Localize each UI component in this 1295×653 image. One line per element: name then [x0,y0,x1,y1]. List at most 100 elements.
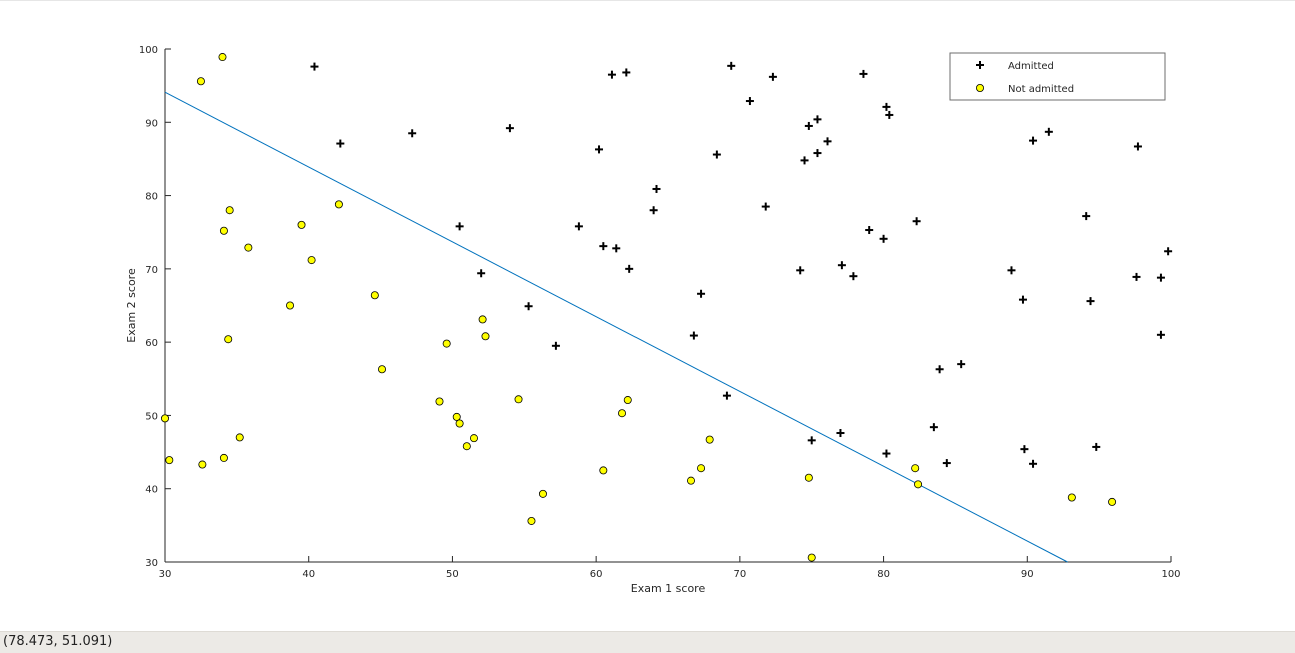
admitted-point [551,341,560,350]
admitted-point [1007,266,1016,275]
admitted-point [1044,127,1053,136]
decision-boundary-line [164,91,1068,563]
admitted-point [804,121,813,130]
not-admitted-point [297,220,306,229]
not-admitted-point [160,414,169,423]
admitted-point [882,449,891,458]
not-admitted-point [452,412,461,421]
x-tick-label: 30 [159,569,172,580]
admitted-point [727,61,736,70]
admitted-point [912,217,921,226]
admitted-point [1018,295,1027,304]
y-tick-label: 90 [145,118,158,129]
admitted-point [1029,136,1038,145]
not-admitted-point [914,480,923,489]
admitted-point [796,266,805,275]
not-admitted-point [307,256,316,265]
not-admitted-point [224,335,233,344]
x-tick-label: 90 [1021,569,1034,580]
not-admitted-point [218,53,227,62]
not-admitted-point [334,200,343,209]
admitted-point [612,244,621,253]
admitted-point [599,242,608,251]
admitted-point [607,70,616,79]
not-admitted-point [219,453,228,462]
y-tick-label: 40 [145,485,158,496]
not-admitted-point [697,464,706,473]
admitted-point [712,150,721,159]
admitted-point [622,68,631,77]
not-admitted-point [435,397,444,406]
axes: 30 40 50 60 70 80 90 100 30 40 50 60 70 80 90 100 [139,45,1181,580]
decision-boundary-layer [164,91,1068,563]
admitted-point [879,234,888,243]
admitted-point [595,145,604,154]
admitted-point [1029,459,1038,468]
admitted-point [524,302,533,311]
not-admitted-point [527,516,536,525]
not-admitted-point [244,243,253,252]
legend-marker-not-admitted [976,84,985,93]
not-admitted-point [478,315,487,324]
admitted-point [1020,445,1029,454]
admitted-point [957,360,966,369]
not-admitted-point [165,456,174,465]
y-tick-label: 100 [139,45,158,56]
admitted-point [1156,273,1165,282]
admitted-point [885,110,894,119]
scatter-plot: 30 40 50 60 70 80 90 100 30 40 50 60 70 80 90 100 Exam … [125,45,1181,595]
y-tick-label: 70 [145,265,158,276]
admitted-point [336,139,345,148]
admitted-point [859,69,868,78]
x-tick-label: 70 [733,569,746,580]
data-points [160,53,1173,562]
legend-box [949,52,1166,101]
not-admitted-point [1108,497,1117,506]
figure-window: 30 40 50 60 70 80 90 100 30 40 50 60 70 80 90 100 Exam … [0,0,1295,595]
admitted-point [813,149,822,158]
admitted-point [477,269,486,278]
not-admitted-point [804,473,813,482]
admitted-point [800,156,809,165]
admitted-point [649,206,658,215]
y-tick-label: 50 [145,411,158,422]
legend[interactable]: Admitted Not admitted [949,52,1166,101]
not-admitted-point [370,291,379,300]
admitted-point [1092,442,1101,451]
admitted-point [574,222,583,231]
admitted-point [408,129,417,138]
admitted-point [807,436,816,445]
admitted-point [697,289,706,298]
admitted-point [837,261,846,270]
admitted-point [310,62,319,71]
admitted-point [768,72,777,81]
admitted-point [849,272,858,281]
admitted-point [1156,330,1165,339]
legend-plus-icon [976,61,984,69]
not-admitted-point [514,395,523,404]
admitted-point [823,137,832,146]
not-admitted-point [462,442,471,451]
admitted-point [1132,272,1141,281]
not-admitted-point [196,77,205,86]
admitted-point [935,365,944,374]
not-admitted-point [618,409,627,418]
not-admitted-point [225,206,234,215]
not-admitted-point [705,435,714,444]
not-admitted-point [807,553,816,562]
admitted-point [761,202,770,211]
legend-marker-admitted [976,61,984,69]
admitted-point [455,222,464,231]
y-axis-label: Exam 2 score [125,268,138,343]
cursor-coordinates: (78.473, 51.091) [3,634,113,649]
not-admitted-point [481,332,490,341]
admitted-point [1086,297,1095,306]
admitted-point [689,331,698,340]
admitted-point [625,264,634,273]
x-axis-label: Exam 1 score [631,582,706,595]
y-tick-label: 60 [145,338,158,349]
not-admitted-point [198,460,207,469]
x-tick-label: 80 [877,569,890,580]
not-admitted-point [538,489,547,498]
admitted-point [942,459,951,468]
